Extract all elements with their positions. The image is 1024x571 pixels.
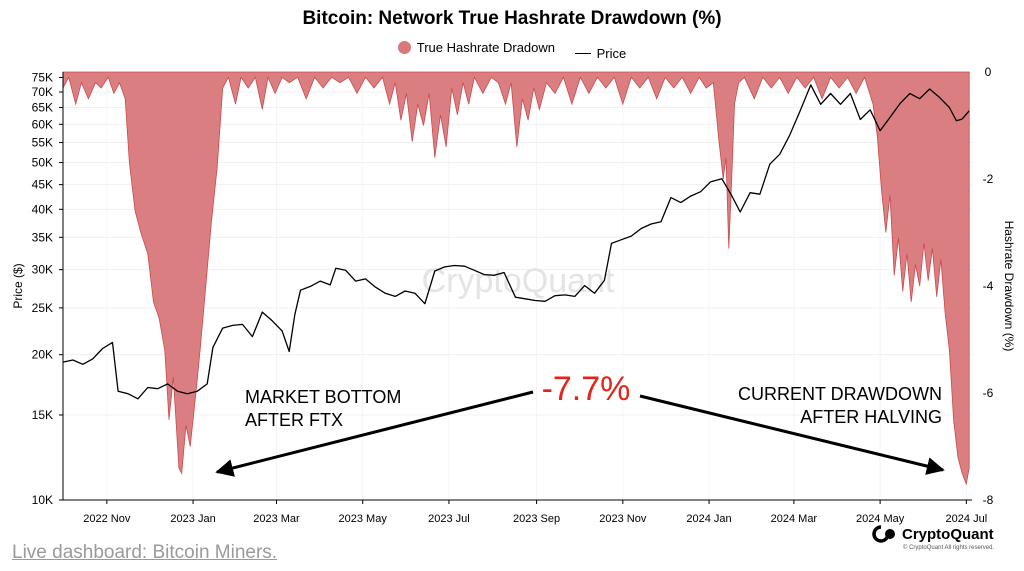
left-tick-label: 35K (32, 230, 53, 244)
brand-block: CryptoQuant (872, 525, 994, 543)
chart-legend: True Hashrate Dradown Price (0, 40, 1024, 61)
x-tick-label: 2023 Mar (253, 513, 300, 525)
left-tick-label: 75K (32, 71, 53, 85)
annotation-drawdown-value: -7.7% (542, 370, 631, 408)
copyright-text: © CryptoQuant All rights reserved. (903, 545, 995, 551)
x-axis-ticks: 2022 Nov 2023 Jan 2023 Mar 2023 May 2023 Jul… (83, 500, 987, 525)
cryptoquant-logo-icon (872, 525, 898, 543)
chart-title: Bitcoin: Network True Hashrate Drawdown … (302, 8, 722, 29)
left-tick-label: 50K (32, 156, 53, 170)
left-tick-label: 45K (32, 178, 53, 192)
price-line (62, 84, 970, 400)
annotation-arrow-right (639, 394, 945, 475)
legend-item-price[interactable]: Price (574, 46, 627, 61)
right-tick-label: -8 (983, 493, 994, 507)
left-tick-label: 65K (32, 101, 53, 115)
left-tick-label: 15K (32, 408, 53, 422)
left-tick-label: 25K (32, 301, 53, 315)
x-tick-label: 2024 May (856, 513, 905, 525)
left-tick-label: 10K (32, 493, 53, 507)
left-tick-label: 20K (32, 348, 53, 362)
x-tick-label: 2023 Nov (599, 513, 647, 525)
right-tick-label: -6 (983, 386, 994, 400)
x-tick-label: 2023 Jan (170, 513, 215, 525)
chart-axes (62, 72, 972, 501)
y-axis-label-right: Hashrate Drawdown (%) (1002, 221, 1016, 352)
drawdown-area-series (62, 71, 970, 486)
right-tick-label: -4 (983, 279, 994, 293)
drawdown-area (62, 71, 970, 486)
x-tick-label: 2024 Jul (946, 513, 988, 525)
right-tick-label: 0 (985, 65, 992, 79)
annotation-market-bottom-text: MARKET BOTTOM (245, 387, 401, 407)
legend-swatch-price (574, 53, 591, 54)
annotation-current-drawdown-text: AFTER HALVING (800, 407, 942, 427)
left-tick-label: 55K (32, 136, 53, 150)
legend-label-drawdown: True Hashrate Dradown (416, 40, 555, 55)
brand-name: CryptoQuant (902, 525, 994, 543)
right-axis-ticks: 0 -2 -4 -6 -8 (983, 65, 994, 507)
price-line-series (62, 84, 970, 400)
x-tick-label: 2024 Jan (686, 513, 731, 525)
left-tick-label: 40K (32, 202, 53, 216)
x-tick-label: 2024 Mar (771, 513, 818, 525)
legend-swatch-drawdown (397, 41, 411, 54)
x-tick-label: 2023 May (339, 513, 388, 525)
left-tick-label: 70K (32, 85, 53, 99)
annotation-market-bottom-text: AFTER FTX (245, 410, 343, 430)
left-axis-ticks: 10K 15K 20K 25K 30K 35K 40K 45K 50K 55K 60K 65K 70K7… (32, 71, 63, 507)
annotation-current-drawdown-text: CURRENT DRAWDOWN (738, 384, 942, 404)
legend-item-drawdown[interactable]: True Hashrate Dradown (397, 40, 555, 55)
annotations: MARKET BOTTOM AFTER FTX -7.7% CURRENT DRAWD… (215, 370, 945, 477)
x-tick-label: 2022 Nov (83, 513, 131, 525)
x-tick-label: 2023 Jul (428, 513, 470, 525)
right-tick-label: -2 (983, 172, 994, 186)
x-tick-label: 2023 Sep (513, 513, 560, 525)
watermark-text: CryptoQuant (422, 262, 615, 300)
annotation-arrow-left (215, 390, 534, 477)
y-axis-label-left: Price ($) (11, 263, 25, 308)
left-tick-label: 60K (32, 117, 53, 131)
legend-label-price: Price (596, 46, 627, 61)
left-tick-label: 30K (32, 263, 53, 277)
live-dashboard-link[interactable]: Live dashboard: Bitcoin Miners. (12, 542, 278, 563)
